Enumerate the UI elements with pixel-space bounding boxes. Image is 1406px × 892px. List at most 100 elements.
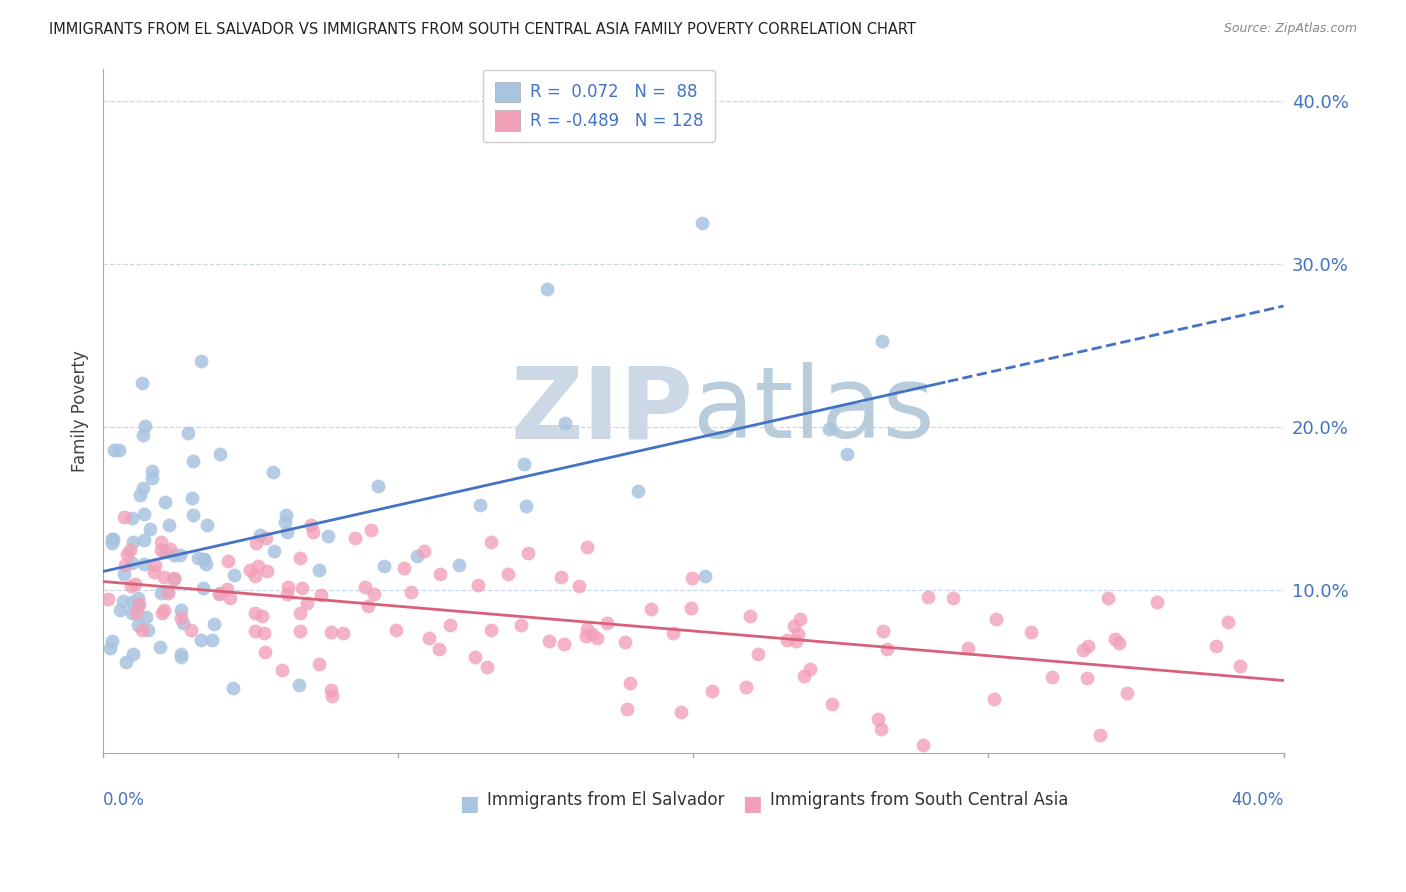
- Point: [153, 545, 176, 559]
- Point: [575, 541, 598, 555]
- Point: [575, 629, 598, 643]
- Point: [153, 603, 176, 617]
- Point: [747, 647, 769, 661]
- Point: [399, 584, 422, 599]
- Point: [319, 683, 342, 698]
- Point: [157, 584, 180, 599]
- Point: [253, 625, 276, 640]
- Point: [516, 545, 538, 559]
- Point: [114, 655, 136, 669]
- Point: [243, 569, 266, 583]
- Point: [274, 508, 297, 523]
- Point: [700, 683, 723, 698]
- Point: [262, 466, 284, 480]
- Point: [481, 624, 503, 638]
- Point: [247, 559, 270, 574]
- Point: [308, 657, 330, 671]
- Point: [150, 607, 173, 621]
- Point: [121, 606, 143, 620]
- Point: [291, 581, 314, 595]
- Point: [170, 650, 193, 665]
- Point: [124, 577, 146, 591]
- Point: [288, 624, 311, 639]
- Point: [132, 533, 155, 548]
- Point: [162, 548, 184, 562]
- Point: [190, 632, 212, 647]
- Point: [181, 454, 204, 468]
- Point: [127, 599, 149, 613]
- Point: [101, 634, 124, 648]
- Point: [1205, 639, 1227, 653]
- Point: [263, 544, 285, 558]
- Point: [301, 518, 323, 533]
- Point: [872, 624, 894, 638]
- Point: [467, 578, 489, 592]
- Point: [149, 640, 172, 654]
- Point: [515, 499, 537, 513]
- Point: [799, 662, 821, 676]
- Point: [693, 569, 716, 583]
- Point: [276, 524, 298, 539]
- Text: Source: ZipAtlas.com: Source: ZipAtlas.com: [1223, 22, 1357, 36]
- Point: [141, 464, 163, 478]
- Point: [177, 426, 200, 441]
- Point: [786, 627, 808, 641]
- Text: 0.0%: 0.0%: [103, 791, 145, 809]
- Point: [876, 642, 898, 657]
- Point: [277, 580, 299, 594]
- Legend: R =  0.072   N =  88, R = -0.489   N = 128: R = 0.072 N = 88, R = -0.489 N = 128: [484, 70, 714, 143]
- Point: [97, 591, 120, 606]
- Point: [956, 640, 979, 655]
- Point: [363, 587, 385, 601]
- Point: [392, 561, 415, 575]
- Point: [789, 612, 811, 626]
- Point: [180, 623, 202, 637]
- Point: [942, 591, 965, 606]
- Point: [464, 649, 486, 664]
- Point: [536, 282, 558, 296]
- Point: [498, 567, 520, 582]
- Point: [163, 570, 186, 584]
- Point: [738, 608, 761, 623]
- Point: [222, 681, 245, 695]
- Point: [118, 542, 141, 557]
- Point: [222, 568, 245, 582]
- Point: [870, 723, 893, 737]
- Point: [288, 677, 311, 691]
- Point: [550, 570, 572, 584]
- Point: [141, 471, 163, 485]
- Point: [101, 535, 124, 549]
- Point: [150, 534, 173, 549]
- Point: [1040, 670, 1063, 684]
- Point: [1077, 639, 1099, 653]
- Point: [413, 544, 436, 558]
- Point: [127, 618, 149, 632]
- Text: ■: ■: [460, 795, 479, 814]
- Point: [553, 637, 575, 651]
- Point: [121, 648, 143, 662]
- Point: [159, 541, 181, 556]
- Point: [1216, 615, 1239, 629]
- Point: [219, 591, 242, 605]
- Point: [249, 528, 271, 542]
- Point: [321, 689, 343, 703]
- Point: [690, 216, 713, 230]
- Point: [619, 676, 641, 690]
- Point: [150, 585, 173, 599]
- Point: [134, 418, 156, 433]
- Point: [1146, 595, 1168, 609]
- Point: [316, 529, 339, 543]
- Point: [120, 579, 142, 593]
- Point: [513, 457, 536, 471]
- Text: ZIP: ZIP: [510, 362, 693, 459]
- Point: [1088, 728, 1111, 742]
- Point: [127, 591, 149, 606]
- Point: [208, 447, 231, 461]
- Point: [917, 591, 939, 605]
- Point: [202, 617, 225, 632]
- Point: [343, 531, 366, 545]
- Point: [1019, 624, 1042, 639]
- Point: [468, 499, 491, 513]
- Point: [183, 508, 205, 522]
- Point: [143, 558, 166, 572]
